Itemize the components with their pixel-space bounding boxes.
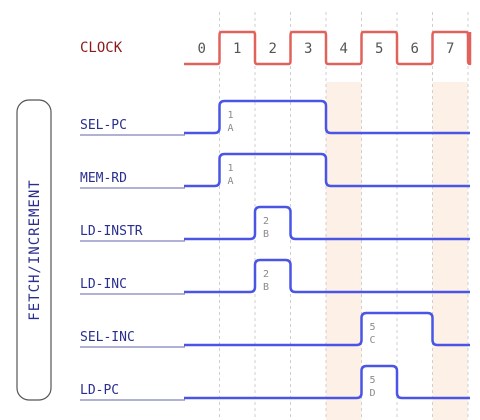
annotation-step: 2 — [263, 216, 269, 227]
signal-rows: SEL-PC 1 A MEM-RD 1 A LD-INSTR 2 B LD-INC 2 B SEL-IN… — [80, 99, 470, 401]
signal-row-ld-pc: LD-PC 5 D — [80, 364, 470, 401]
signal-row-ld-inc: LD-INC 2 B — [80, 258, 470, 295]
clock-label: CLOCK — [80, 40, 123, 56]
signal-row-sel-pc: SEL-PC 1 A — [80, 99, 470, 136]
annotation-step: 5 — [369, 375, 375, 386]
annotation-id: A — [227, 123, 233, 134]
group-box — [16, 99, 52, 401]
cycle-tick-3: 3 — [304, 41, 312, 57]
signal-label: LD-INC — [80, 277, 127, 292]
signal-row-sel-inc: SEL-INC 5 C — [80, 311, 470, 348]
cycle-tick-4: 4 — [340, 41, 348, 57]
signal-label: LD-INSTR — [80, 224, 143, 239]
cycle-gridlines — [219, 12, 469, 420]
signal-label: MEM-RD — [80, 171, 127, 186]
annotation-step: 5 — [369, 322, 375, 333]
annotation-id: A — [227, 176, 233, 187]
signal-waveform — [184, 258, 470, 294]
annotation-id: C — [369, 335, 375, 346]
signal-waveform — [184, 311, 470, 347]
signal-label: LD-PC — [80, 383, 119, 398]
signal-row-mem-rd: MEM-RD 1 A — [80, 152, 470, 189]
signal-waveform — [184, 205, 470, 241]
annotation-step: 1 — [227, 163, 233, 174]
cycle-tick-0: 0 — [198, 41, 206, 57]
signal-waveform — [184, 364, 470, 400]
annotation-id: B — [263, 282, 269, 293]
signal-waveform — [184, 99, 470, 135]
signal-row-ld-instr: LD-INSTR 2 B — [80, 205, 470, 242]
clock-waveform — [184, 30, 472, 66]
annotation-id: B — [263, 229, 269, 240]
annotation-id: D — [369, 388, 375, 399]
cycle-tick-5: 5 — [375, 41, 383, 57]
highlight-band-7 — [432, 82, 468, 420]
annotation-step: 1 — [227, 110, 233, 121]
highlight-band-4 — [326, 82, 362, 420]
signal-label: SEL-INC — [80, 330, 135, 345]
cycle-tick-1: 1 — [233, 41, 241, 57]
signal-waveform — [184, 152, 470, 188]
signal-label: SEL-PC — [80, 118, 127, 133]
annotation-step: 2 — [263, 269, 269, 280]
highlight-bands — [326, 82, 468, 420]
cycle-tick-6: 6 — [411, 41, 419, 57]
group-label: FETCH/INCREMENT — [27, 179, 43, 320]
cycle-tick-2: 2 — [269, 41, 277, 57]
cycle-ticks: 0 1 2 3 4 5 6 7 — [198, 41, 455, 57]
cycle-tick-7: 7 — [446, 41, 454, 57]
